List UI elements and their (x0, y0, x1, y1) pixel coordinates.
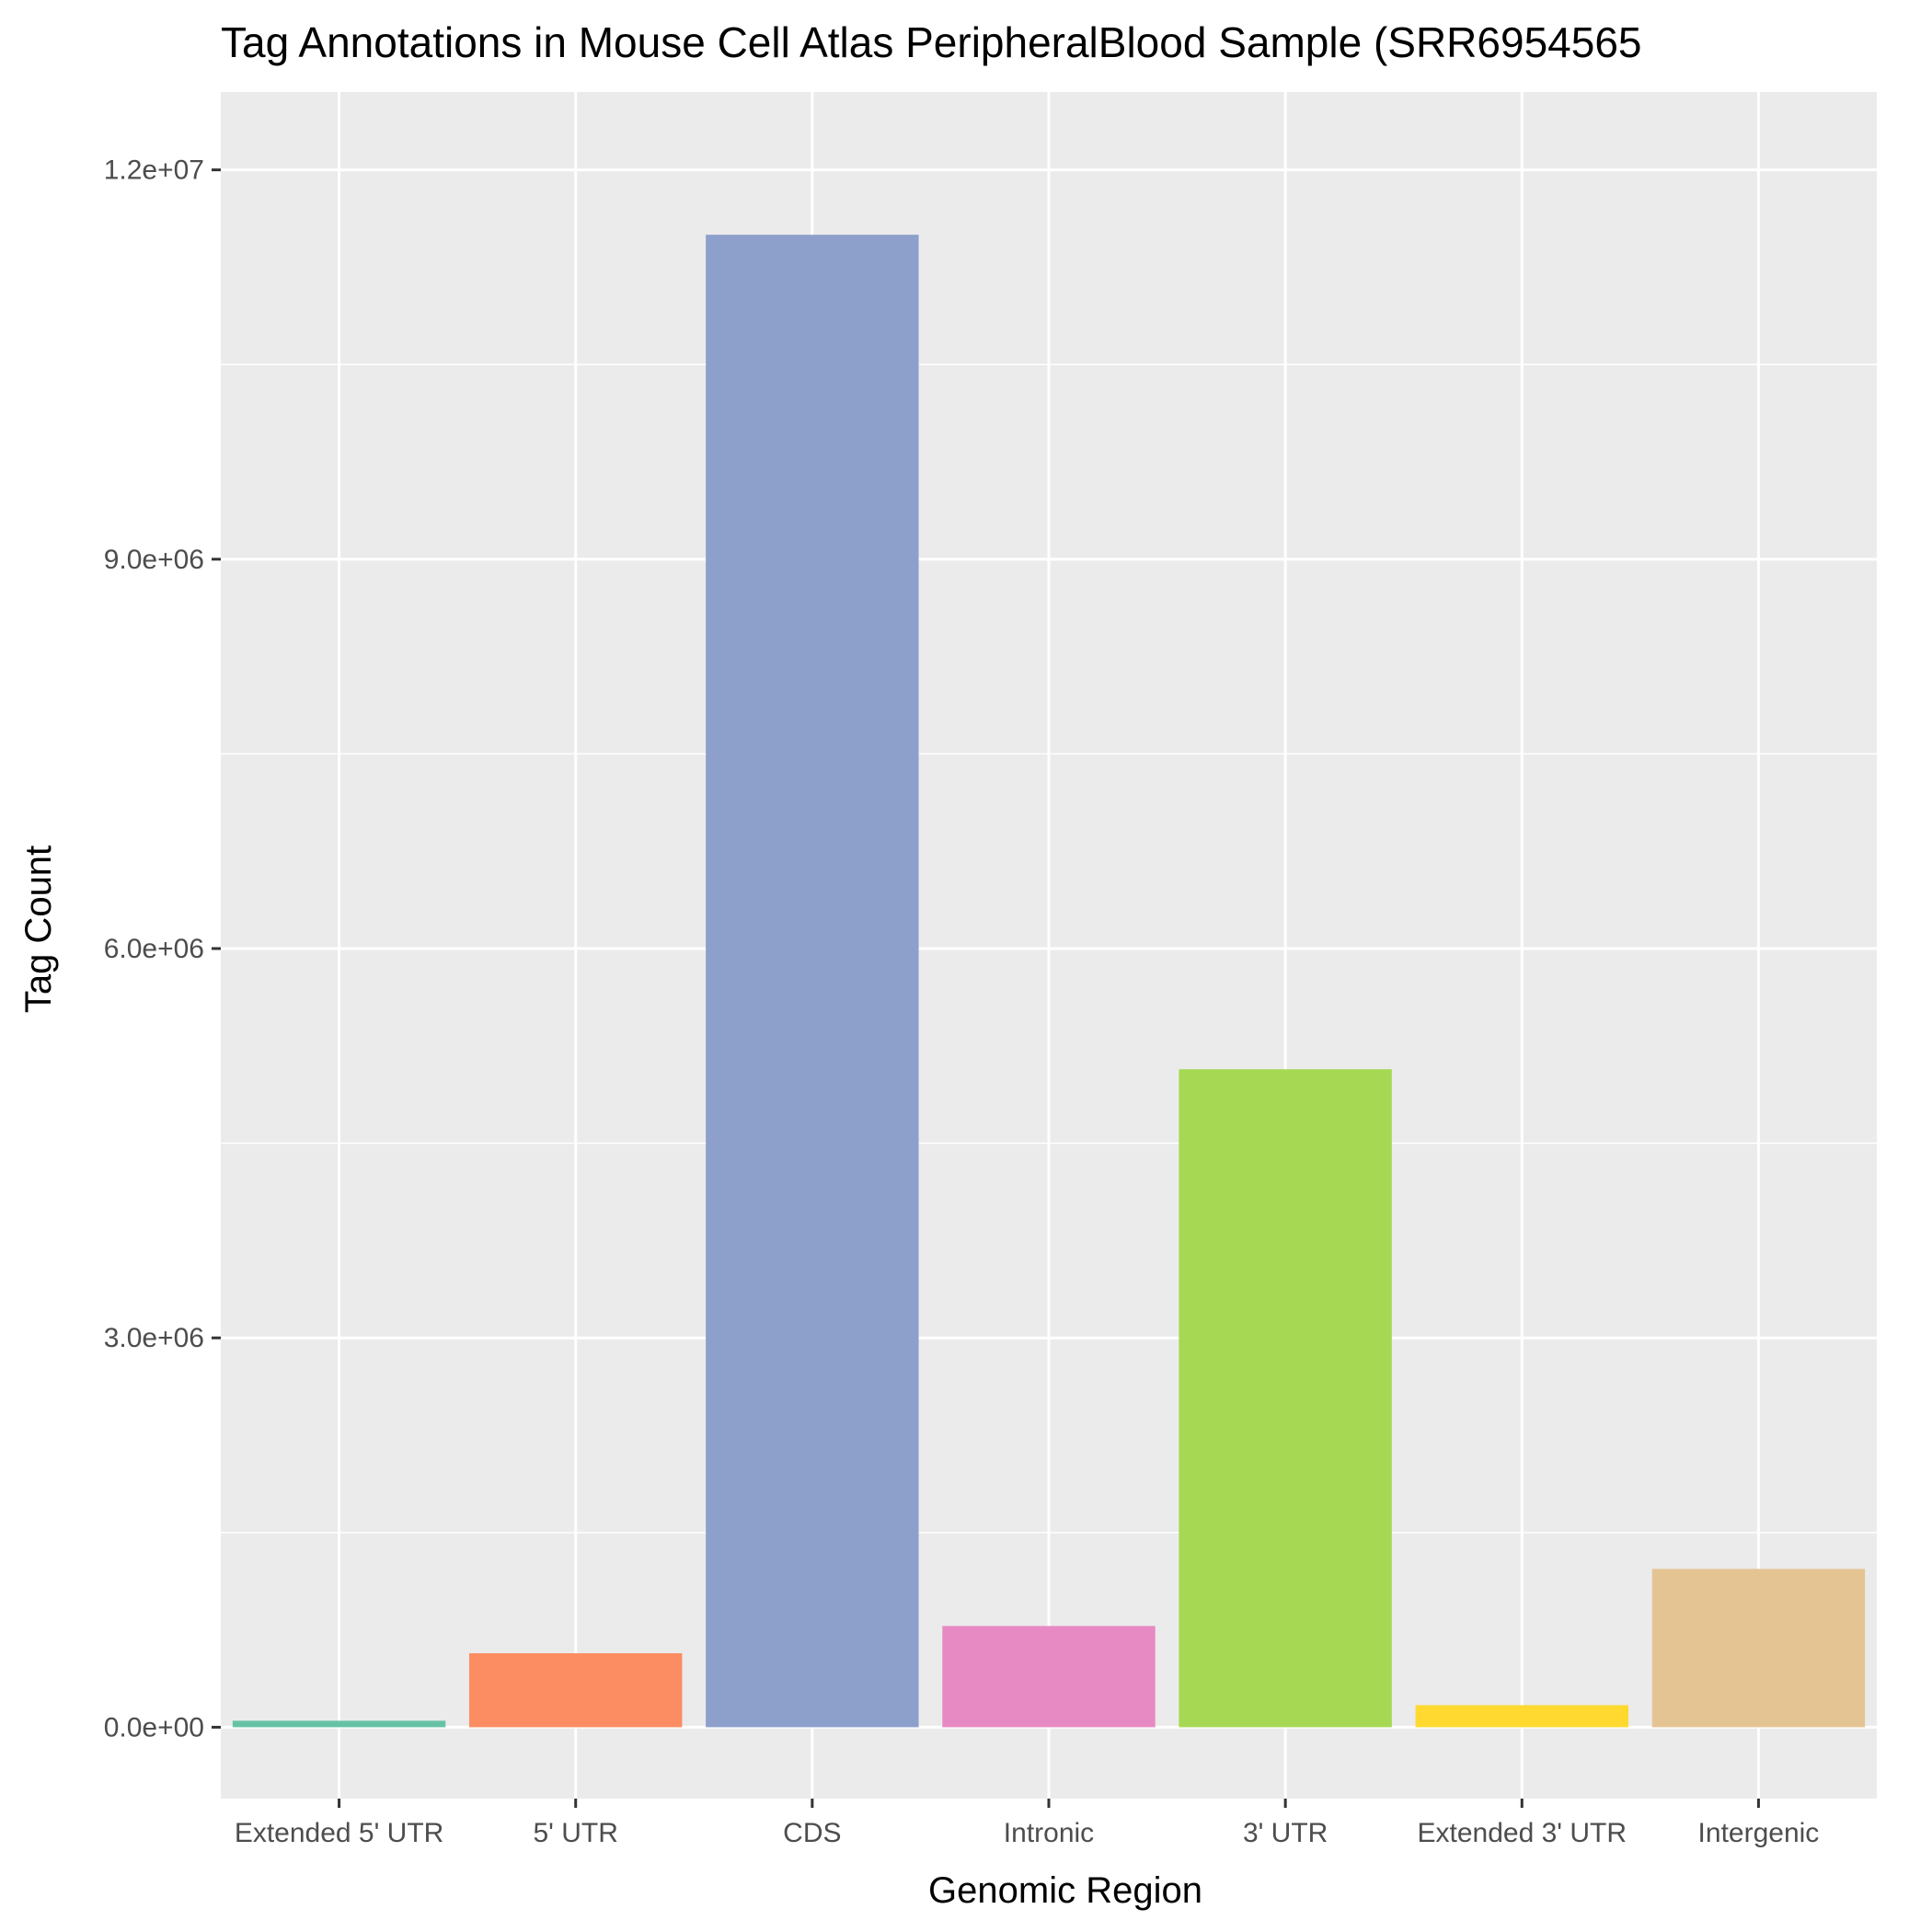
x-tick-label: Extended 3' UTR (1418, 1818, 1627, 1848)
x-tick-label: CDS (783, 1818, 841, 1848)
bar (706, 235, 919, 1728)
bar (942, 1626, 1156, 1728)
x-axis-title: Genomic Region (928, 1870, 1202, 1911)
bar (469, 1653, 683, 1728)
bars (232, 235, 1866, 1728)
y-tick-label: 6.0e+06 (104, 934, 204, 964)
bar (232, 1720, 446, 1728)
bar (1415, 1705, 1628, 1728)
x-tick-label: Intergenic (1698, 1818, 1820, 1848)
x-tick-label: 5' UTR (534, 1818, 618, 1848)
bar (1651, 1569, 1866, 1728)
y-axis-title: Tag Count (18, 845, 59, 1013)
x-axis: Extended 5' UTR 5' UTR CDS Intronic 3' UTR Ex… (235, 1799, 1819, 1848)
y-tick-label: 0.0e+00 (104, 1712, 204, 1742)
bar (1179, 1069, 1392, 1728)
x-tick-label: Extended 5' UTR (235, 1818, 444, 1848)
y-tick-label: 3.0e+06 (104, 1323, 204, 1353)
major-gridlines (221, 92, 1877, 1799)
x-tick-label: Intronic (1004, 1818, 1094, 1848)
y-axis: 0.0e+00 3.0e+06 6.0e+06 9.0e+06 1.2e+07 (104, 155, 221, 1742)
y-tick-label: 1.2e+07 (104, 155, 204, 186)
chart-title: Tag Annotations in Mouse Cell Atlas Peri… (221, 18, 1641, 66)
y-tick-label: 9.0e+06 (104, 545, 204, 575)
x-tick-label: 3' UTR (1243, 1818, 1328, 1848)
